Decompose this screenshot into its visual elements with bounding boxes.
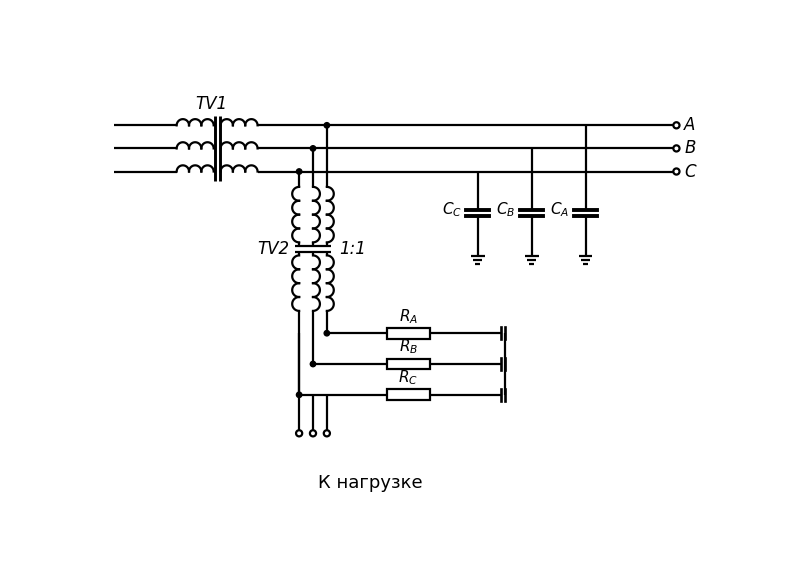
Circle shape	[310, 146, 316, 151]
Bar	[387, 390, 429, 400]
Circle shape	[296, 392, 302, 397]
Circle shape	[296, 169, 302, 174]
Circle shape	[674, 122, 679, 128]
Text: $R_{C}$: $R_{C}$	[399, 369, 418, 387]
Text: B: B	[684, 140, 696, 158]
Circle shape	[324, 330, 329, 336]
Text: C: C	[684, 163, 696, 181]
Text: $C_{B}$: $C_{B}$	[496, 200, 515, 220]
Text: 1:1: 1:1	[340, 240, 366, 258]
Text: $R_{A}$: $R_{A}$	[399, 307, 418, 325]
Circle shape	[674, 168, 679, 175]
Text: TV1: TV1	[195, 95, 228, 113]
Circle shape	[324, 430, 330, 436]
Circle shape	[324, 123, 329, 128]
Text: $C_{A}$: $C_{A}$	[550, 200, 570, 220]
Text: $R_{B}$: $R_{B}$	[399, 338, 418, 356]
Text: A: A	[684, 117, 696, 135]
Text: TV2: TV2	[257, 240, 289, 258]
Text: $C_{C}$: $C_{C}$	[441, 200, 462, 220]
Text: К нагрузке: К нагрузке	[318, 475, 422, 493]
Circle shape	[310, 430, 316, 436]
Circle shape	[310, 361, 316, 367]
Bar	[387, 328, 429, 338]
Bar	[387, 359, 429, 369]
Circle shape	[674, 145, 679, 151]
Circle shape	[296, 430, 303, 436]
